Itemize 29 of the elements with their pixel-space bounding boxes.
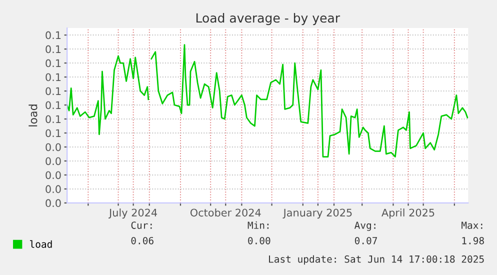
text: Avg: (354, 222, 376, 231)
y-tick-label: 0.0 (46, 171, 61, 180)
y-tick-label: 0.1 (46, 59, 61, 68)
text: 0.06 (131, 236, 154, 244)
text: Min: (248, 221, 269, 229)
x-tick-label: October 2024 (190, 208, 261, 217)
x-tick-label: April 2025 (382, 208, 434, 219)
y-tick-label: 0.1 (46, 45, 61, 54)
text: Cur: (131, 222, 152, 229)
text: 0.07 (354, 236, 377, 244)
y-tick-label: 0.0 (46, 185, 61, 194)
text: 1.98 (462, 236, 484, 244)
text: 0.00 (248, 236, 270, 244)
y-tick-label: 0.0 (46, 157, 61, 166)
y-tick-label: 0.1 (46, 31, 61, 40)
text: Max: (462, 222, 482, 229)
y-tick-label: 0.1 (46, 73, 61, 82)
y-tick-label: 0.1 (46, 129, 61, 138)
x-tick-label: January 2025 (282, 208, 352, 219)
y-tick-label: 0.1 (46, 101, 61, 110)
chart-title: Load average - by year (196, 12, 340, 26)
legend-label: load (30, 240, 52, 248)
x-tick-label: July 2024 (108, 208, 158, 219)
text: Last update: Sat Jun 14 17:00:18 2025 (269, 255, 484, 265)
y-tick-label: 0.0 (46, 143, 61, 152)
y-tick-label: 0.1 (46, 87, 61, 96)
y-tick-label: 0.1 (46, 115, 61, 124)
y-axis-title: load (28, 104, 38, 126)
y-tick-label: 0.0 (46, 199, 61, 208)
